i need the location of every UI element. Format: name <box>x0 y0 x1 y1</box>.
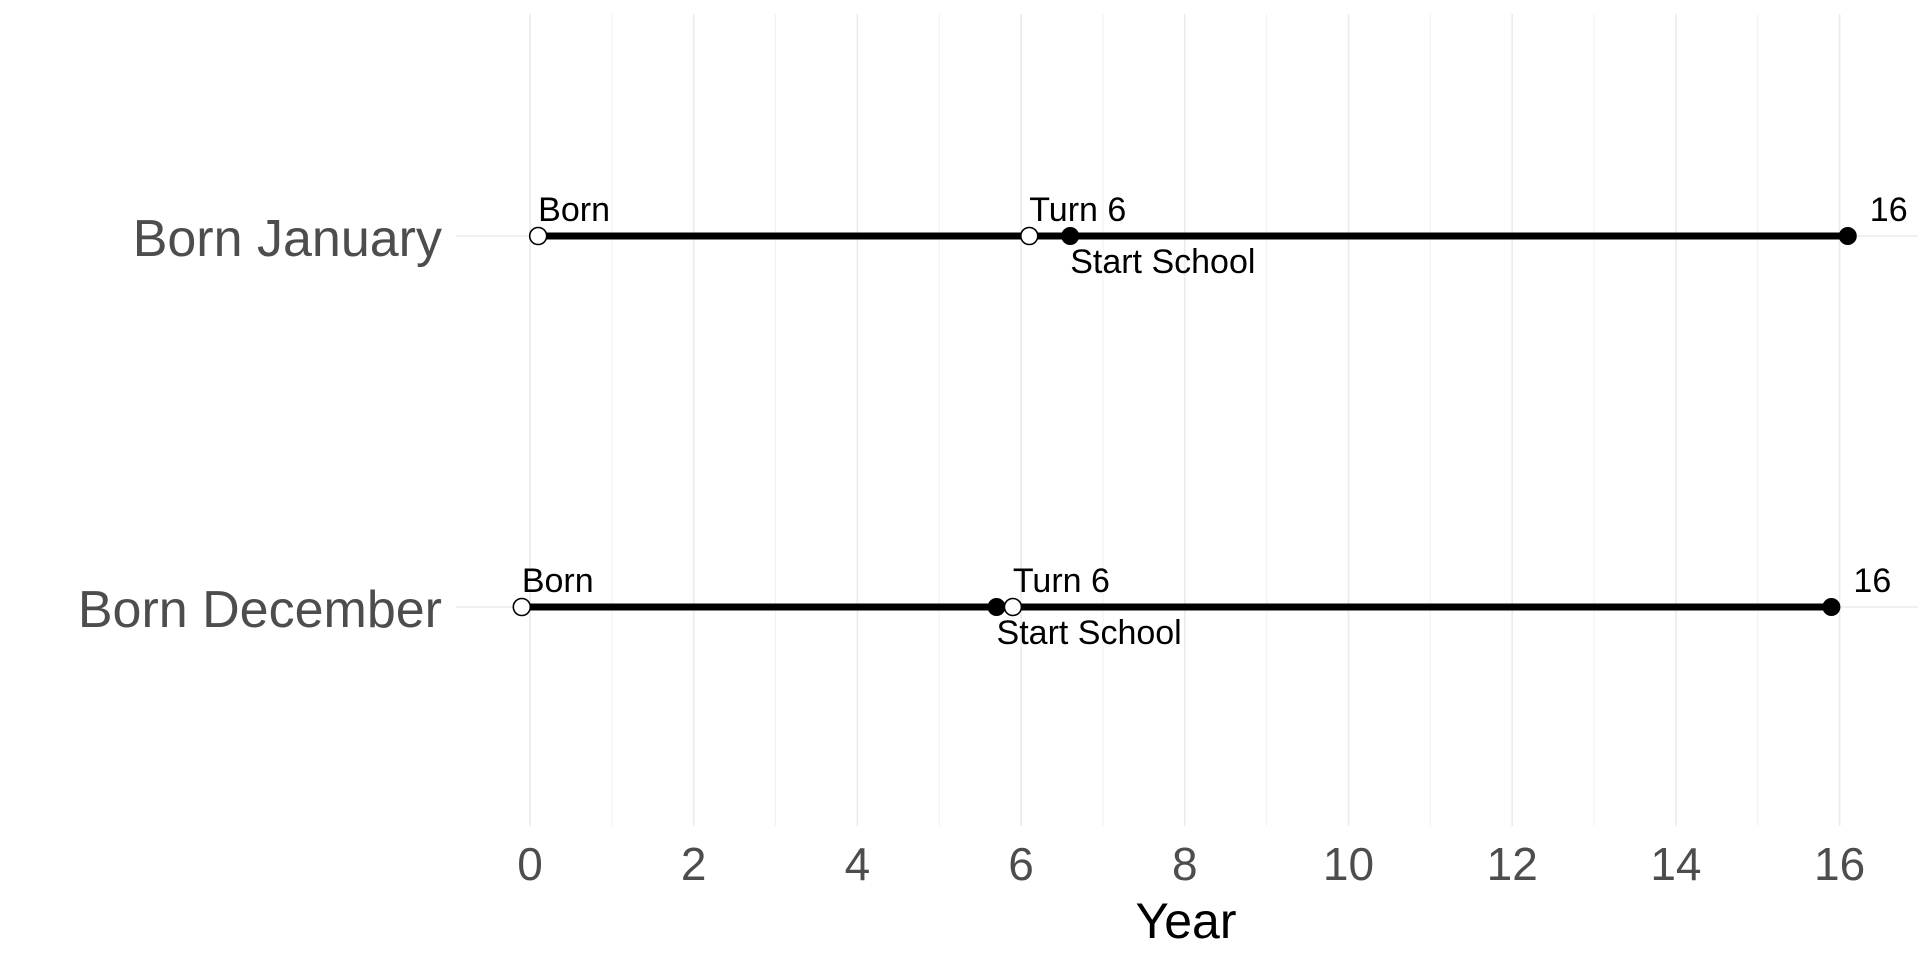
event-label: Born <box>538 191 610 229</box>
x-tick-label: 0 <box>517 838 543 890</box>
event-label: 16 <box>1870 191 1908 229</box>
timeline-segments <box>521 232 1848 611</box>
x-tick-labels: 0 2 4 6 8 10 12 14 16 <box>517 838 1865 890</box>
open-event-marker <box>1003 597 1023 617</box>
x-tick-label: 10 <box>1323 838 1374 890</box>
x-tick-label: 12 <box>1487 838 1538 890</box>
x-tick-label: 8 <box>1172 838 1198 890</box>
event-label: Turn 6 <box>1029 191 1126 229</box>
x-tick-label: 14 <box>1650 838 1701 890</box>
x-tick-label: 4 <box>845 838 871 890</box>
x-tick-label: 2 <box>681 838 707 890</box>
row-labels: Born January Born December <box>78 210 442 639</box>
event-label: Start School <box>1070 243 1255 281</box>
open-event-marker <box>1019 226 1039 246</box>
x-axis-title: Year <box>1135 893 1236 949</box>
row-label-born-december: Born December <box>78 581 442 639</box>
filled-event-marker <box>1061 227 1080 245</box>
filled-event-marker <box>1822 598 1841 616</box>
grid-lines <box>456 14 1918 826</box>
event-markers <box>512 226 1857 617</box>
open-event-marker <box>528 226 548 246</box>
row-label-born-january: Born January <box>133 210 442 268</box>
filled-event-marker <box>1838 227 1857 245</box>
event-label: Born <box>522 562 594 600</box>
event-label: Start School <box>997 614 1182 652</box>
event-labels: Born Turn 6 Start School 16 Born Start School… <box>522 191 1908 652</box>
event-label: Turn 6 <box>1013 562 1110 600</box>
filled-event-marker <box>987 598 1006 616</box>
x-tick-label: 6 <box>1008 838 1034 890</box>
x-tick-label: 16 <box>1814 838 1865 890</box>
open-event-marker <box>512 597 532 617</box>
event-label: 16 <box>1853 562 1891 600</box>
